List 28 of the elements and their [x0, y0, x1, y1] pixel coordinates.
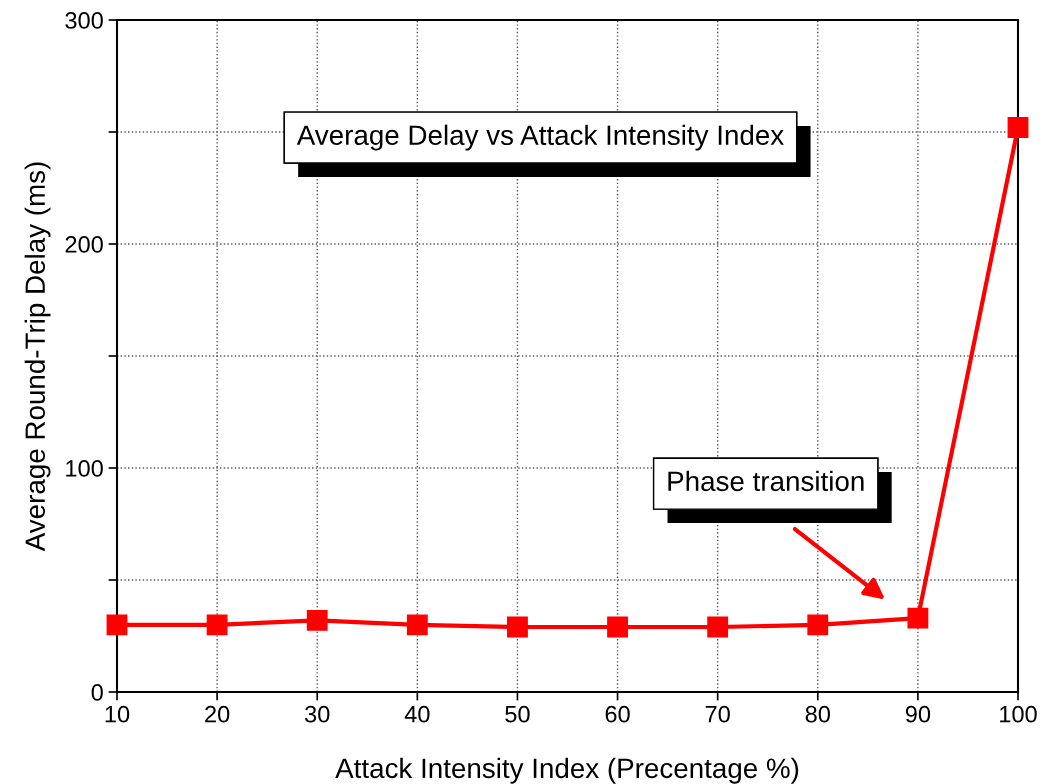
point [1007, 117, 1029, 138]
annotation: Average Delay vs Attack Intensity Index [296, 124, 784, 151]
point [306, 609, 328, 631]
x-tick-label: 20 [205, 705, 230, 723]
x-tick-label: 60 [605, 705, 630, 723]
y-tick-label: 100 [66, 460, 103, 477]
annotation: Phase transition [668, 470, 864, 492]
y-tick-label: 0 [91, 684, 103, 701]
y-axis-title: Average Round-Trip Delay (ms) [24, 162, 51, 552]
x-tick-label: 10 [105, 705, 130, 723]
x-tick-label: 70 [705, 705, 730, 723]
x-tick-label: 50 [505, 705, 530, 723]
point [206, 614, 228, 636]
x-tick-label: 100 [1000, 705, 1037, 723]
point [507, 616, 528, 638]
y-tick-label: 200 [65, 236, 103, 253]
point [106, 614, 128, 636]
y-tick-label: 300 [65, 12, 103, 29]
x-tick-label: 90 [905, 705, 931, 723]
point [607, 616, 628, 638]
point [907, 607, 929, 629]
x-tick-label: 30 [304, 705, 330, 723]
x-axis-title: Attack Intensity Index (Precentage %) [335, 757, 799, 784]
point [707, 616, 729, 638]
point [406, 614, 428, 636]
x-tick-label: 40 [404, 705, 430, 723]
point [807, 614, 829, 636]
x-tick-label: 80 [805, 705, 830, 723]
